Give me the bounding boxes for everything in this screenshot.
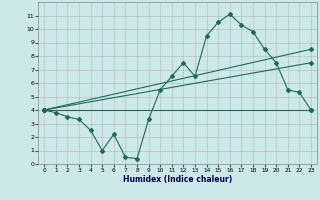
X-axis label: Humidex (Indice chaleur): Humidex (Indice chaleur): [123, 175, 232, 184]
